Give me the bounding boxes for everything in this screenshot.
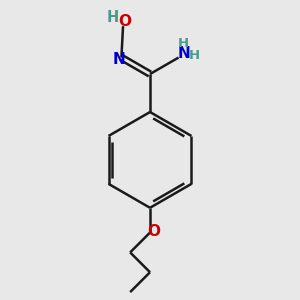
Text: H: H [178,37,189,50]
Text: O: O [118,14,131,29]
Text: N: N [112,52,125,67]
Text: H: H [107,11,119,26]
Text: H: H [189,50,200,62]
Text: O: O [148,224,160,239]
Text: N: N [177,46,190,61]
